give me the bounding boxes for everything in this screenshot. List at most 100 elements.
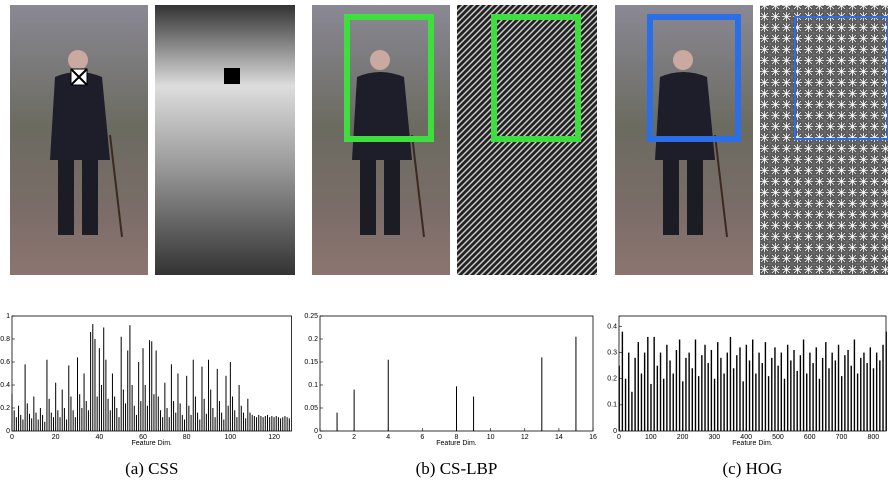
bar <box>806 373 808 431</box>
bar <box>18 405 20 431</box>
bar <box>640 373 643 431</box>
bar <box>675 349 678 431</box>
bar <box>85 401 87 431</box>
bar <box>717 342 719 431</box>
bar <box>33 396 35 431</box>
bar <box>39 408 41 431</box>
y-tick-label: 0.1 <box>607 402 617 409</box>
bar <box>758 352 760 431</box>
bar <box>713 378 716 431</box>
bar <box>242 412 244 431</box>
bar <box>771 357 773 431</box>
y-tick-label: 0.25 <box>304 313 318 320</box>
bar <box>20 414 22 431</box>
bar <box>624 378 627 431</box>
bar <box>726 352 728 431</box>
bar <box>575 336 577 431</box>
bar <box>682 381 684 431</box>
bar <box>767 376 770 431</box>
x-tick-label: 10 <box>487 434 495 441</box>
bar <box>280 418 282 431</box>
bar <box>456 386 457 431</box>
bar <box>288 418 290 431</box>
bar <box>541 357 543 431</box>
bar <box>685 357 687 431</box>
bar <box>269 417 271 431</box>
css-map <box>155 5 295 275</box>
bar <box>116 408 118 431</box>
bar <box>159 410 161 431</box>
bar <box>162 417 164 431</box>
bar <box>92 324 94 431</box>
bar <box>229 362 231 431</box>
bar <box>831 352 833 431</box>
bar <box>273 417 275 431</box>
bar <box>841 376 843 431</box>
bar <box>87 410 89 431</box>
bar <box>866 363 868 431</box>
bar <box>66 419 68 431</box>
y-tick-label: 0.15 <box>304 359 318 366</box>
y-tick-label: 0 <box>613 428 617 435</box>
bar <box>856 373 859 431</box>
bar <box>653 336 655 431</box>
bar <box>275 416 277 431</box>
bar <box>101 385 103 431</box>
bar <box>720 357 722 431</box>
bar <box>13 410 15 431</box>
bar <box>203 398 205 431</box>
bar <box>286 417 288 431</box>
bar <box>225 375 227 431</box>
bar <box>869 347 872 431</box>
bar <box>199 419 201 431</box>
bar <box>55 382 57 431</box>
y-tick-label: 0.4 <box>607 323 617 330</box>
x-tick-label: 6 <box>420 434 424 441</box>
bar <box>821 357 824 431</box>
bar <box>83 373 85 431</box>
y-tick-label: 0.8 <box>0 336 10 343</box>
bar <box>144 385 146 431</box>
bar <box>742 381 744 431</box>
bar <box>812 363 814 431</box>
x-axis-label: Feature Dim. <box>132 440 173 447</box>
bar <box>125 403 127 431</box>
bar <box>694 339 697 431</box>
bar <box>52 417 54 431</box>
bar <box>72 410 74 431</box>
x-axis-label: Feature Dim. <box>436 440 477 447</box>
bar <box>166 408 168 431</box>
bar <box>271 416 273 431</box>
bar <box>834 360 837 431</box>
bar <box>732 368 735 431</box>
bar <box>761 363 763 431</box>
bar <box>59 417 61 431</box>
bar <box>129 325 131 431</box>
bar <box>11 394 13 431</box>
bar <box>197 412 199 431</box>
bar <box>882 344 884 431</box>
bar <box>774 347 776 431</box>
bar <box>875 352 878 431</box>
bar <box>284 416 286 431</box>
bar <box>81 408 83 431</box>
bar <box>63 408 65 431</box>
bar <box>672 373 674 431</box>
bar <box>122 389 124 431</box>
bar <box>212 408 214 431</box>
x-tick-label: 300 <box>709 434 721 441</box>
x-axis-label: Feature Dim. <box>732 440 773 447</box>
bar <box>249 412 251 431</box>
bar <box>656 365 659 431</box>
bar <box>79 394 81 431</box>
bar <box>844 355 846 431</box>
bar <box>57 410 59 431</box>
bar <box>264 416 266 431</box>
y-tick-label: 1 <box>6 313 10 320</box>
bar <box>739 347 741 431</box>
x-tick-label: 600 <box>804 434 816 441</box>
bar <box>828 368 830 431</box>
caption: (c) HOG <box>723 459 783 478</box>
bar <box>659 352 662 431</box>
